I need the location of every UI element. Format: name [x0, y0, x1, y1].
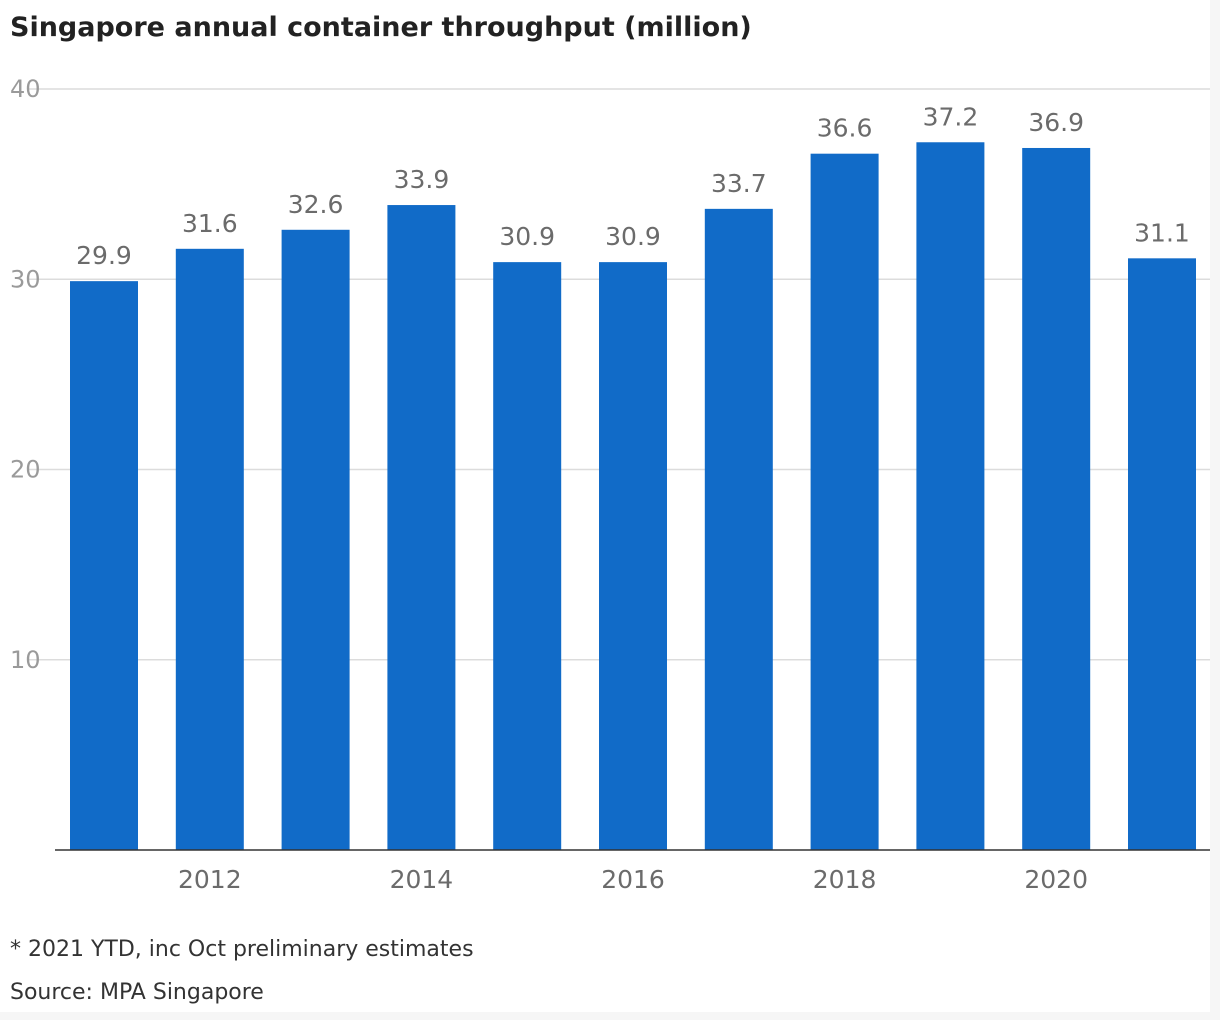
bar-2020	[1022, 147, 1091, 851]
value-label-2014: 33.9	[394, 165, 450, 194]
y-tick-label: 10	[10, 646, 41, 674]
bar-2019	[916, 142, 985, 850]
y-tick-label: 40	[10, 75, 41, 103]
bar-2013	[281, 229, 350, 850]
bars	[70, 142, 1196, 851]
value-label-2015: 30.9	[499, 222, 555, 251]
bar-chart: 10 20 30 40 29.9 31.6 32.6 33.9 30.9 30.9 33.7 36.…	[10, 75, 1210, 894]
x-tick-label-2016: 2016	[601, 865, 665, 894]
x-axis-ticks: 2012 2014 2016 2018 2020	[178, 865, 1088, 894]
source-note: Source: MPA Singapore	[10, 980, 264, 1005]
x-tick-label-2012: 2012	[178, 865, 242, 894]
y-tick-label: 30	[10, 265, 41, 293]
bar-2016	[599, 262, 667, 850]
bar-2015	[493, 262, 562, 850]
value-label-2017: 33.7	[711, 169, 767, 198]
chart-title: Singapore annual container throughput (m…	[10, 12, 752, 43]
x-tick-label-2014: 2014	[390, 865, 454, 894]
value-label-2016: 30.9	[605, 222, 661, 251]
bar-2021	[1128, 258, 1196, 850]
value-label-2012: 31.6	[182, 209, 238, 238]
x-tick-label-2018: 2018	[813, 865, 877, 894]
footnote: * 2021 YTD, inc Oct preliminary estimate…	[10, 937, 474, 962]
value-label-2020: 36.9	[1028, 108, 1084, 137]
value-label-2018: 36.6	[817, 114, 873, 143]
value-label-2013: 32.6	[288, 190, 344, 219]
bar-2018	[810, 153, 879, 850]
value-label-2021: 31.1	[1134, 218, 1190, 247]
bar-2014	[387, 205, 456, 851]
bar-2011	[70, 281, 138, 851]
value-labels: 29.9 31.6 32.6 33.9 30.9 30.9 33.7 36.6 37.2 36.9…	[76, 102, 1190, 270]
y-tick-label: 20	[10, 456, 41, 484]
y-axis-ticks: 10 20 30 40	[10, 75, 41, 674]
bar-2017	[704, 208, 773, 851]
value-label-2019: 37.2	[923, 102, 979, 131]
x-tick-label-2020: 2020	[1024, 865, 1088, 894]
value-label-2011: 29.9	[76, 241, 132, 270]
bar-2012	[175, 248, 244, 850]
